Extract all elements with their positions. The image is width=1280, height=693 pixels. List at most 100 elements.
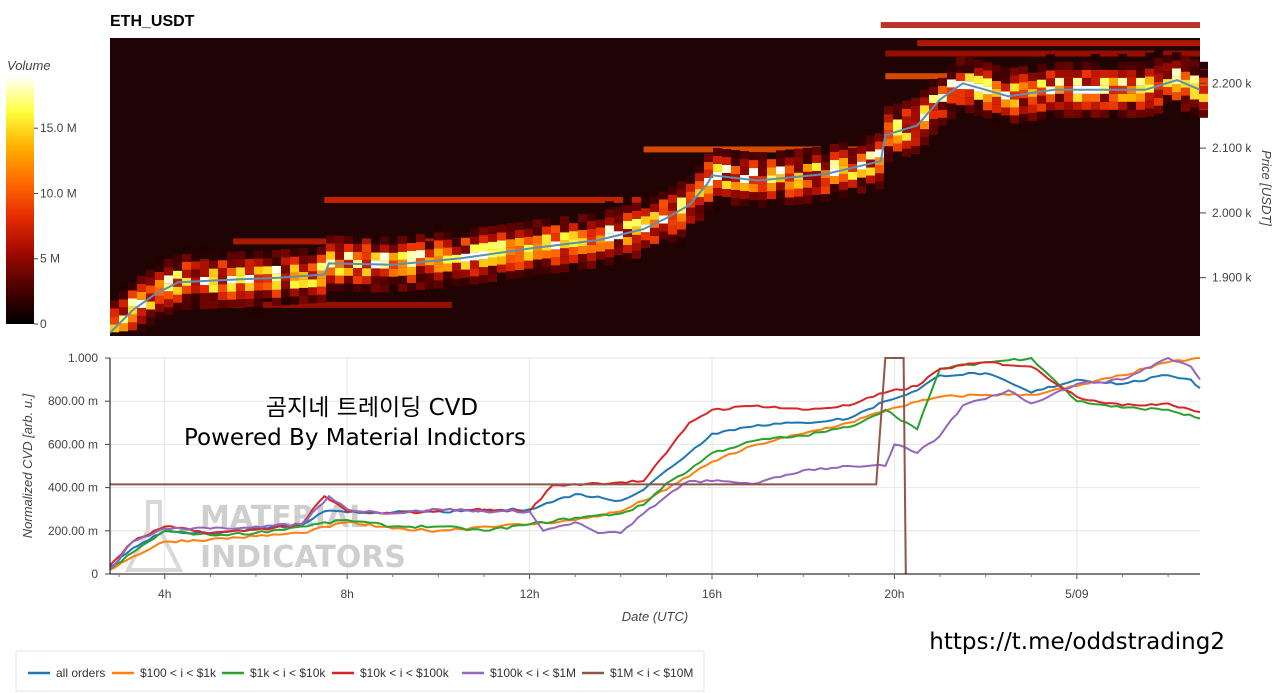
heatmap-cell — [938, 109, 947, 118]
heatmap-cell — [461, 277, 470, 286]
heatmap-cell — [650, 235, 659, 244]
heatmap-cell — [668, 202, 677, 211]
heatmap-price-axis: 1.900 k 2.000 k 2.100 k 2.200 k — [1200, 76, 1252, 285]
heatmap-cell — [1136, 61, 1145, 70]
heatmap-cell — [272, 297, 281, 306]
heatmap-cell — [740, 183, 749, 192]
heatmap-cell — [1082, 61, 1091, 70]
heatmap-cell — [461, 229, 470, 238]
heatmap-cell — [506, 263, 515, 272]
heatmap-cell — [218, 284, 227, 293]
cvd-series-line-2[interactable] — [109, 356, 1201, 571]
heatmap-cell — [1154, 97, 1163, 106]
heatmap-cell — [371, 284, 380, 293]
heatmap-cell — [776, 166, 785, 175]
heatmap-cell — [524, 236, 533, 245]
heatmap-cell — [614, 239, 623, 248]
heatmap-cell — [452, 238, 461, 247]
heatmap-plot[interactable] — [109, 22, 1208, 336]
cvd-series-line-4[interactable] — [109, 356, 1201, 571]
heatmap-cell — [803, 179, 812, 188]
heatmap-cell — [884, 114, 893, 123]
heatmap-cell — [425, 249, 434, 258]
heatmap-cell — [272, 265, 281, 274]
heatmap-title: ETH_USDT — [110, 13, 195, 30]
heatmap-cell — [1145, 52, 1154, 61]
colorbar-ticks: 0 5 M 10.0 M 15.0 M — [34, 121, 77, 331]
heatmap-cell — [299, 263, 308, 272]
heatmap-cell — [938, 101, 947, 110]
heatmap-cell — [803, 155, 812, 164]
heatmap-cell — [371, 268, 380, 277]
heatmap-cell — [776, 158, 785, 167]
heatmap-cell — [560, 224, 569, 233]
heatmap-cell — [704, 185, 713, 194]
heatmap-cell — [578, 262, 587, 271]
heatmap-cell — [866, 167, 875, 176]
cvd-series-line-5[interactable] — [110, 357, 907, 575]
heatmap-cell — [1145, 100, 1154, 109]
heatmap-cell — [947, 95, 956, 104]
heatmap-cell — [353, 276, 362, 285]
heatmap-cell — [713, 155, 722, 164]
heatmap-cell — [227, 251, 236, 260]
heatmap-cell — [1154, 65, 1163, 74]
heatmap-cell — [1046, 94, 1055, 103]
cvd-x-axis-title: Date (UTC) — [622, 609, 688, 624]
heatmap-cell — [1055, 77, 1064, 86]
heatmap-cell — [578, 214, 587, 223]
colorbar-tick-label: 15.0 M — [40, 121, 77, 135]
heatmap-cell — [164, 267, 173, 276]
heatmap-cell — [398, 267, 407, 276]
heatmap-cell — [614, 207, 623, 216]
heatmap-cell — [677, 181, 686, 190]
heatmap-cell — [137, 315, 146, 324]
heatmap-cell — [704, 193, 713, 202]
heatmap-cell — [641, 240, 650, 249]
heatmap-cell — [983, 110, 992, 119]
heatmap-cell — [1190, 107, 1199, 116]
heatmap-cell — [767, 159, 776, 168]
heatmap-cell — [209, 300, 218, 309]
heatmap-cell — [1064, 77, 1073, 86]
heatmap-cell — [506, 239, 515, 248]
heatmap-cell — [1100, 93, 1109, 102]
heatmap-cell — [1055, 61, 1064, 70]
heatmap-cell — [1082, 93, 1091, 102]
heatmap-cell — [839, 181, 848, 190]
heatmap-cell — [389, 252, 398, 261]
heatmap-cell — [434, 224, 443, 233]
heatmap-cell — [668, 218, 677, 227]
heatmap-cell — [956, 89, 965, 98]
telegram-link[interactable]: https://t.me/oddstrading2 — [929, 629, 1225, 655]
cvd-series-lines[interactable] — [109, 356, 1201, 575]
heatmap-cell — [119, 307, 128, 316]
heatmap-cell — [1091, 93, 1100, 102]
heatmap-cell — [695, 165, 704, 174]
heatmap-cell — [866, 143, 875, 152]
cvd-x-tick-label: 12h — [520, 587, 540, 601]
heatmap-cell — [1145, 92, 1154, 101]
heatmap-cell — [695, 213, 704, 222]
heatmap-cell — [1163, 55, 1172, 64]
heatmap-cell — [1064, 109, 1073, 118]
heatmap-cell — [470, 228, 479, 237]
cvd-y-tick-label: 1.000 — [68, 351, 98, 365]
heatmap-cell — [650, 195, 659, 204]
heatmap-cell — [245, 306, 254, 315]
heatmap-cell — [353, 284, 362, 293]
heatmap-cell — [1082, 69, 1091, 78]
heatmap-cell — [812, 178, 821, 187]
heatmap-cell — [182, 261, 191, 270]
heatmap-cell — [749, 192, 758, 201]
heatmap-cell — [1037, 95, 1046, 104]
heatmap-cell — [146, 309, 155, 318]
heatmap-cell — [506, 231, 515, 240]
heatmap-cell — [695, 173, 704, 182]
heatmap-cell — [362, 244, 371, 253]
heatmap-cell — [767, 183, 776, 192]
heatmap-cell — [470, 260, 479, 269]
heatmap-cell — [794, 148, 803, 157]
heatmap-cell — [182, 245, 191, 254]
heatmap-cell — [488, 257, 497, 266]
